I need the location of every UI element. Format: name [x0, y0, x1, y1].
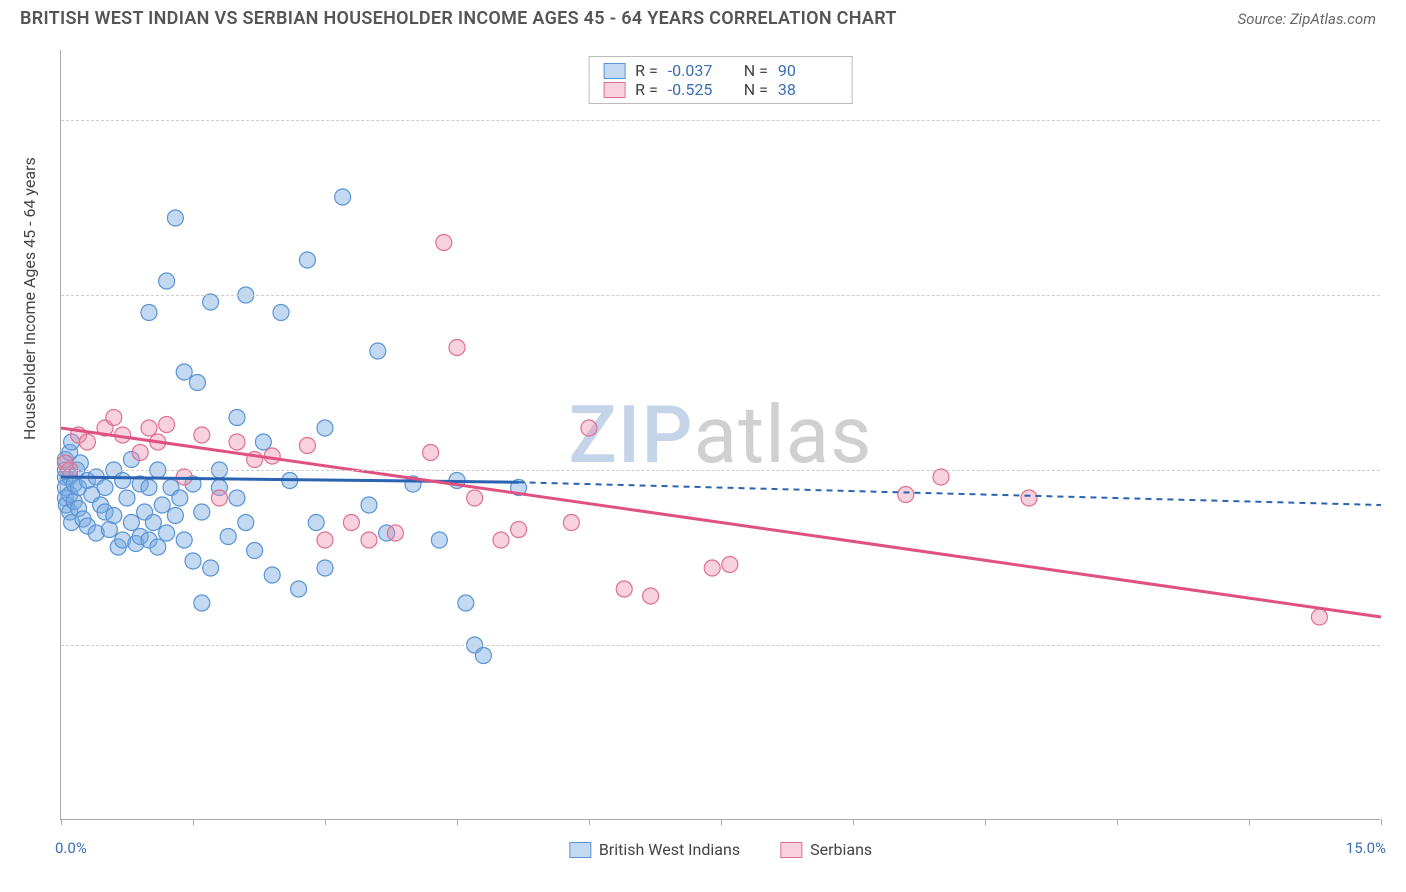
- data-point: [167, 508, 183, 524]
- data-point: [361, 497, 377, 513]
- data-point: [185, 553, 201, 569]
- data-point: [106, 410, 122, 426]
- legend-item-label: British West Indians: [599, 840, 740, 859]
- swatch-blue-icon: [603, 63, 625, 79]
- data-point: [933, 469, 949, 485]
- chart-svg: [61, 50, 1380, 819]
- data-point: [458, 595, 474, 611]
- data-point: [203, 294, 219, 310]
- data-point: [308, 515, 324, 531]
- data-point: [115, 473, 131, 489]
- data-point: [299, 438, 315, 454]
- chart-source: Source: ZipAtlas.com: [1238, 10, 1376, 28]
- data-point: [203, 560, 219, 576]
- data-point: [467, 490, 483, 506]
- data-point: [189, 375, 205, 391]
- data-point: [145, 515, 161, 531]
- swatch-pink-icon: [780, 842, 802, 858]
- plot-area: ZIPatlas R =-0.037 N =90 R =-0.525 N =38…: [60, 50, 1380, 820]
- data-point: [722, 557, 738, 573]
- data-point: [436, 235, 452, 251]
- data-point: [106, 508, 122, 524]
- data-point: [273, 305, 289, 321]
- data-point: [238, 515, 254, 531]
- data-point: [616, 581, 632, 597]
- data-point: [211, 490, 227, 506]
- swatch-pink-icon: [603, 82, 625, 98]
- data-point: [317, 560, 333, 576]
- trend-line-extrapolated: [519, 482, 1381, 505]
- data-point: [79, 434, 95, 450]
- data-point: [1311, 609, 1327, 625]
- data-point: [291, 581, 307, 597]
- data-point: [449, 340, 465, 356]
- data-point: [176, 364, 192, 380]
- swatch-blue-icon: [569, 842, 591, 858]
- data-point: [361, 532, 377, 548]
- data-point: [194, 504, 210, 520]
- data-point: [119, 490, 135, 506]
- data-point: [159, 273, 175, 289]
- data-point: [511, 522, 527, 538]
- data-point: [159, 417, 175, 433]
- legend-series: British West Indians Serbians: [569, 840, 872, 859]
- data-point: [194, 427, 210, 443]
- data-point: [176, 532, 192, 548]
- data-point: [97, 480, 113, 496]
- data-point: [123, 515, 139, 531]
- x-axis-min-label: 0.0%: [55, 839, 87, 857]
- data-point: [317, 420, 333, 436]
- data-point: [220, 529, 236, 545]
- x-axis-max-label: 15.0%: [1346, 839, 1386, 857]
- data-point: [475, 648, 491, 664]
- data-point: [167, 210, 183, 226]
- data-point: [172, 490, 188, 506]
- data-point: [581, 420, 597, 436]
- data-point: [423, 445, 439, 461]
- data-point: [247, 543, 263, 559]
- data-point: [299, 252, 315, 268]
- data-point: [159, 525, 175, 541]
- data-point: [493, 532, 509, 548]
- data-point: [898, 487, 914, 503]
- data-point: [1021, 490, 1037, 506]
- data-point: [317, 532, 333, 548]
- data-point: [704, 560, 720, 576]
- data-point: [387, 525, 403, 541]
- data-point: [141, 420, 157, 436]
- data-point: [194, 595, 210, 611]
- data-point: [150, 539, 166, 555]
- trend-line: [61, 428, 1381, 617]
- data-point: [141, 305, 157, 321]
- data-point: [154, 497, 170, 513]
- data-point: [643, 588, 659, 604]
- legend-item-label: Serbians: [810, 840, 872, 859]
- data-point: [132, 445, 148, 461]
- data-point: [264, 567, 280, 583]
- legend-correlation: R =-0.037 N =90 R =-0.525 N =38: [588, 56, 853, 104]
- data-point: [229, 434, 245, 450]
- data-point: [141, 480, 157, 496]
- data-point: [370, 343, 386, 359]
- data-point: [343, 515, 359, 531]
- data-point: [335, 189, 351, 205]
- data-point: [229, 410, 245, 426]
- data-point: [431, 532, 447, 548]
- chart-title: BRITISH WEST INDIAN VS SERBIAN HOUSEHOLD…: [20, 8, 897, 29]
- data-point: [255, 434, 271, 450]
- data-point: [563, 515, 579, 531]
- data-point: [229, 490, 245, 506]
- y-axis-title: Householder Income Ages 45 - 64 years: [20, 157, 39, 440]
